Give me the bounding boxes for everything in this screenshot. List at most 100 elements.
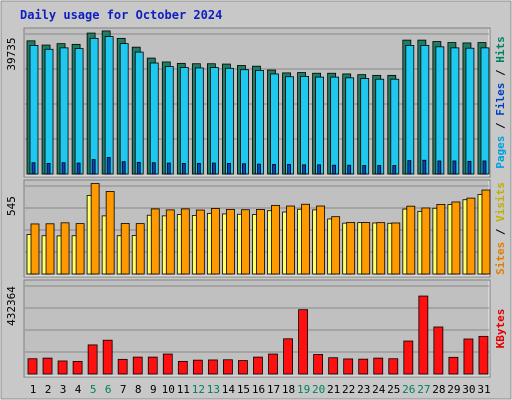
- bar-files-day-16: [255, 70, 264, 175]
- bar-kbytes-day-4: [72, 360, 83, 375]
- bar-sites-day-3: [60, 222, 70, 275]
- bar-kbytes-day-9: [147, 356, 158, 375]
- bar-kbytes-day-30: [463, 338, 474, 375]
- bar-kbytes-day-14: [223, 359, 233, 375]
- bar-kbytes-day-19: [298, 309, 308, 375]
- bar-pages-day-18: [287, 164, 291, 175]
- bar-pages-day-25: [392, 165, 397, 175]
- x-tick-label: 27: [417, 383, 430, 396]
- bar-sites-day-29: [451, 201, 461, 275]
- bar-sites-day-12: [195, 209, 205, 275]
- bar-files-day-12: [194, 67, 204, 175]
- bar-sites-day-16: [256, 209, 265, 275]
- x-tick-label: 5: [90, 383, 97, 396]
- bar-kbytes-day-8: [132, 356, 143, 375]
- bar-files-day-11: [179, 67, 189, 175]
- x-tick-label: 15: [237, 383, 250, 396]
- bar-kbytes-day-21: [328, 357, 339, 375]
- bar-sites-day-23: [361, 222, 371, 275]
- bar-files-day-23: [360, 78, 370, 175]
- bot-panel: 432364 KBytes: [5, 279, 507, 378]
- bar-kbytes-day-20: [313, 354, 324, 375]
- bar-sites-day-11: [180, 208, 190, 275]
- bar-sites-day-2: [45, 223, 55, 275]
- x-tick-label: 14: [222, 383, 236, 396]
- bar-pages-day-10: [166, 162, 171, 175]
- bar-files-day-3: [59, 47, 69, 175]
- bar-files-day-2: [44, 48, 54, 175]
- bar-files-day-29: [450, 47, 460, 175]
- bar-pages-day-19: [302, 164, 306, 175]
- bar-files-day-7: [119, 43, 129, 175]
- x-tick-label: 21: [327, 383, 340, 396]
- x-tick-label: 30: [462, 383, 475, 396]
- bar-sites-day-18: [286, 205, 295, 275]
- bar-kbytes-day-2: [42, 357, 53, 375]
- bar-kbytes-day-31: [478, 335, 489, 375]
- mid-legend-label: Sites / Visits: [494, 182, 507, 275]
- bar-sites-day-26: [406, 205, 416, 275]
- bar-files-day-10: [164, 66, 174, 175]
- x-tick-label: 2: [45, 383, 52, 396]
- bar-kbytes-day-16: [253, 356, 263, 375]
- bar-kbytes-day-6: [102, 339, 113, 375]
- bar-pages-day-27: [422, 159, 427, 175]
- bar-files-day-17: [270, 73, 279, 175]
- x-tick-label: 9: [150, 383, 157, 396]
- bar-pages-day-14: [227, 163, 231, 175]
- bar-pages-day-9: [151, 162, 156, 175]
- bar-files-day-27: [420, 44, 430, 175]
- bar-files-day-18: [285, 76, 294, 175]
- bot-legend-label: KBytes: [494, 309, 507, 349]
- bar-pages-day-22: [347, 164, 352, 175]
- bar-sites-day-4: [75, 223, 85, 275]
- bar-kbytes-day-7: [117, 358, 128, 375]
- bar-kbytes-day-22: [343, 358, 354, 375]
- x-tick-label: 10: [162, 383, 175, 396]
- bar-sites-day-10: [165, 209, 175, 275]
- bar-sites-day-6: [105, 191, 115, 275]
- bar-files-day-20: [315, 76, 325, 175]
- bar-pages-day-17: [272, 164, 276, 175]
- bar-kbytes-day-25: [388, 358, 399, 375]
- bar-kbytes-day-26: [403, 340, 414, 375]
- bar-sites-day-14: [226, 209, 235, 275]
- x-tick-label: 25: [387, 383, 400, 396]
- bar-sites-day-5: [90, 183, 100, 275]
- bar-sites-day-25: [391, 222, 401, 275]
- bar-kbytes-day-27: [418, 295, 429, 375]
- x-tick-label: 8: [135, 383, 142, 396]
- x-tick-label: 1: [30, 383, 37, 396]
- bar-pages-day-8: [136, 161, 141, 175]
- bar-kbytes-day-28: [433, 326, 444, 375]
- bar-pages-day-16: [257, 163, 261, 175]
- x-tick-label: 6: [105, 383, 112, 396]
- bar-kbytes-day-11: [177, 360, 188, 375]
- bar-kbytes-day-5: [87, 344, 98, 375]
- bar-kbytes-day-29: [448, 356, 459, 375]
- bar-pages-day-4: [76, 162, 81, 175]
- x-tick-label: 23: [357, 383, 370, 396]
- top-legend-label: Pages / Files / Hits: [494, 36, 507, 169]
- bar-files-day-19: [300, 76, 309, 175]
- bar-files-day-25: [390, 78, 400, 175]
- chart-title: Daily usage for October 2024: [20, 8, 222, 22]
- bar-files-day-31: [480, 47, 490, 175]
- bar-files-day-1: [29, 44, 39, 175]
- bar-files-day-30: [465, 47, 475, 175]
- bar-files-day-14: [225, 67, 234, 175]
- bar-pages-day-1: [31, 162, 36, 175]
- bar-sites-day-30: [466, 197, 476, 275]
- bar-sites-day-24: [376, 222, 386, 275]
- x-tick-label: 4: [75, 383, 82, 396]
- bar-pages-day-24: [377, 165, 382, 175]
- bar-sites-day-8: [135, 223, 145, 275]
- bar-pages-day-3: [61, 162, 66, 175]
- bar-kbytes-day-17: [268, 353, 278, 375]
- bar-sites-day-15: [241, 209, 250, 275]
- bar-sites-day-22: [346, 222, 356, 275]
- bar-sites-day-21: [331, 216, 341, 275]
- bar-pages-day-7: [121, 161, 126, 175]
